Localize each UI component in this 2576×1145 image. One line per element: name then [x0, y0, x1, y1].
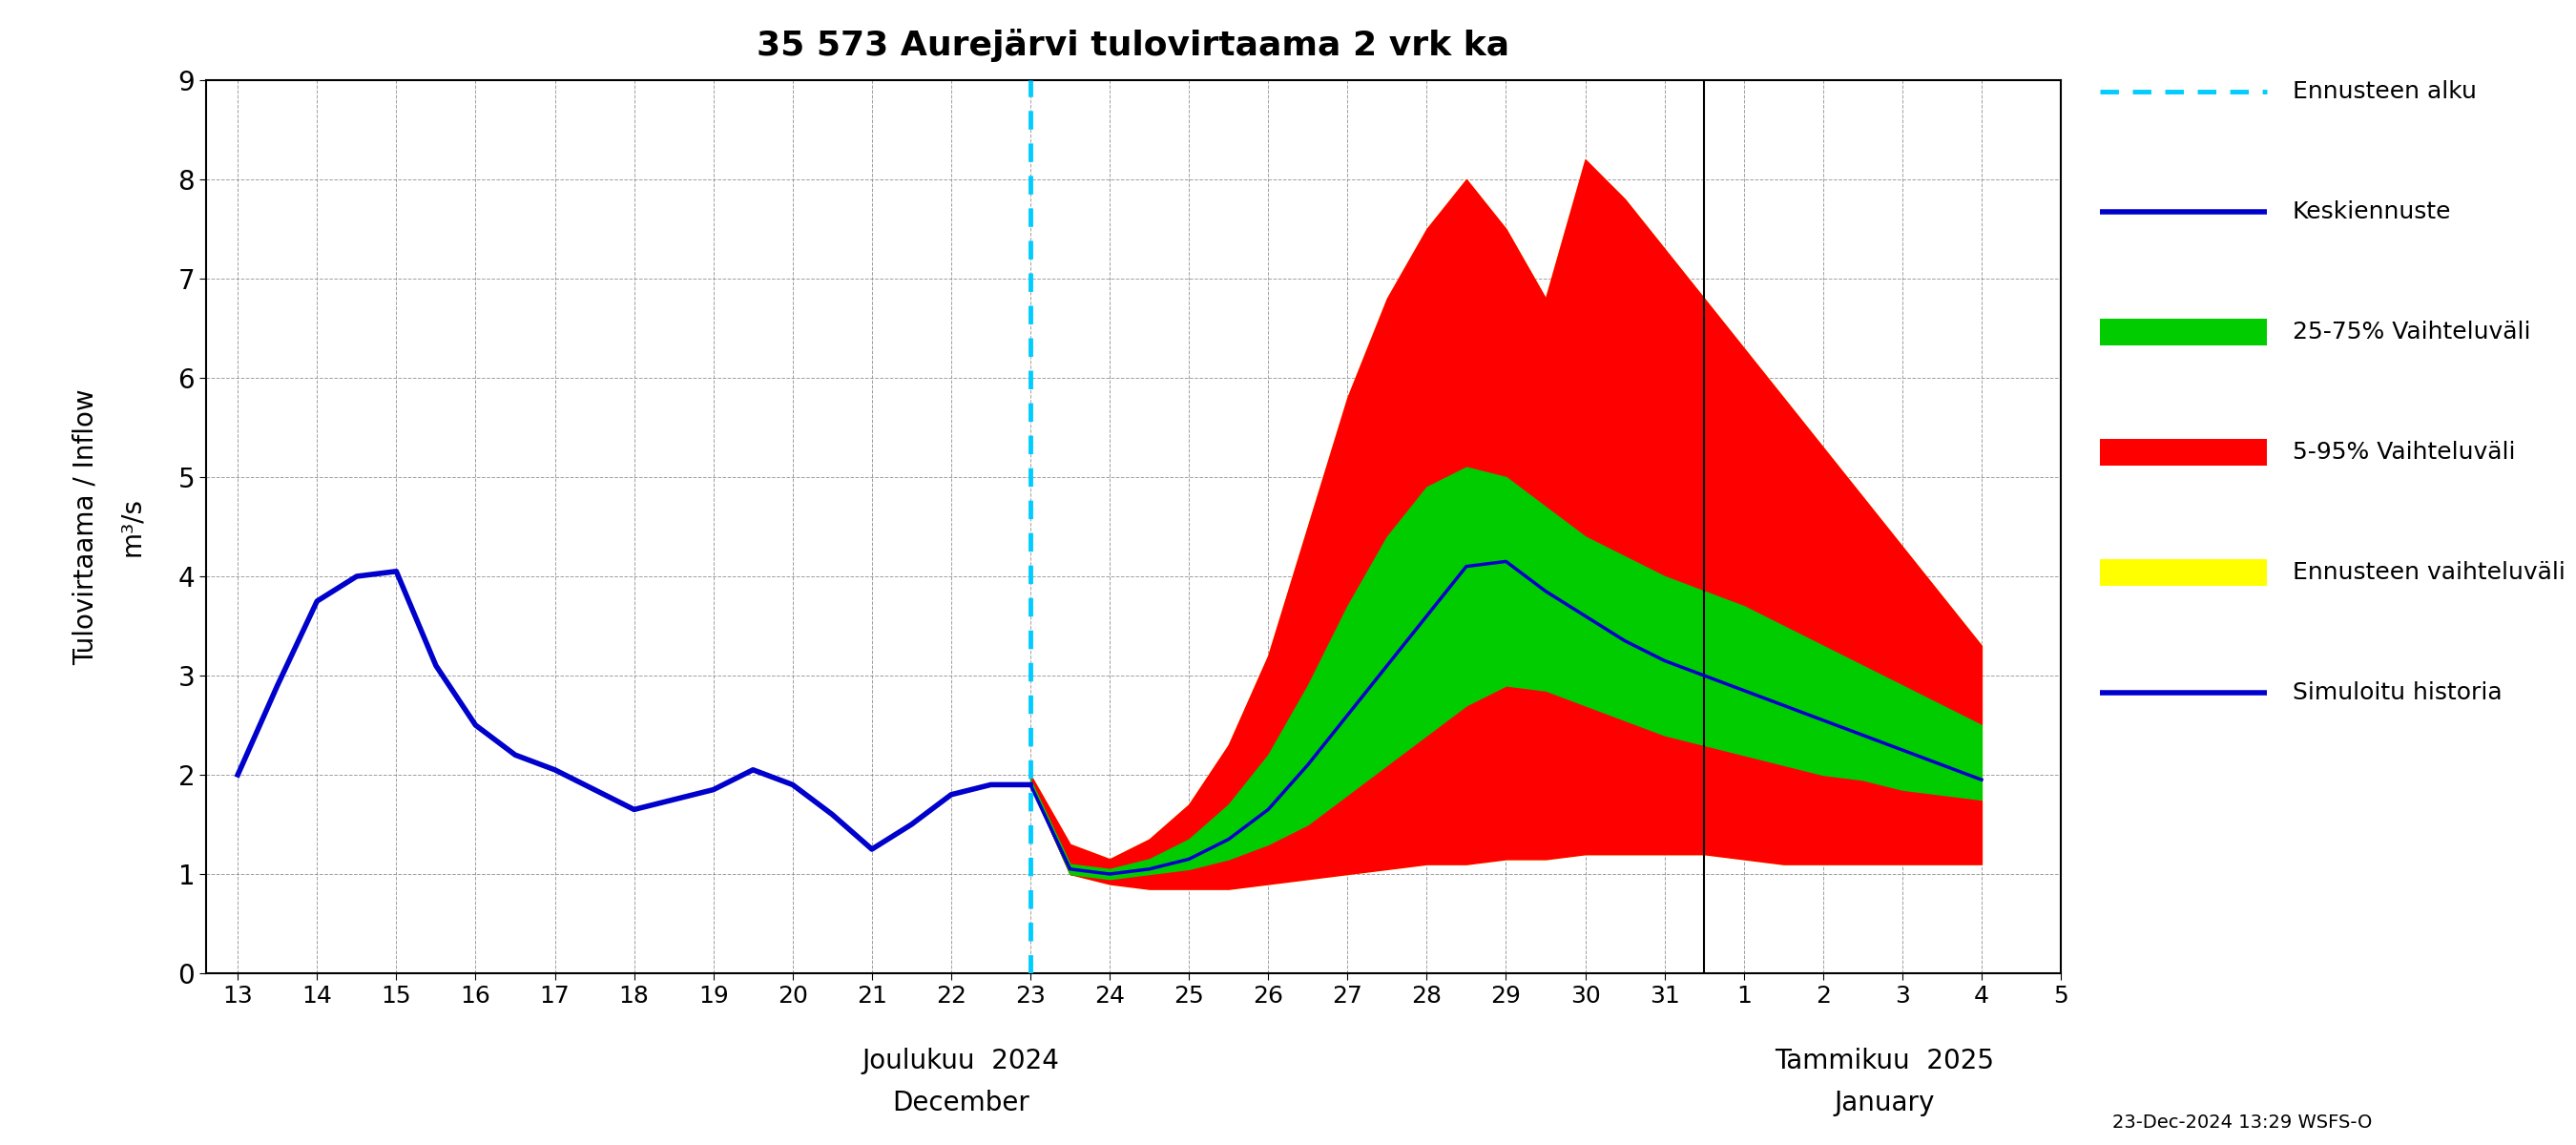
- Text: Keskiennuste: Keskiennuste: [2293, 200, 2452, 223]
- Text: Joulukuu  2024: Joulukuu 2024: [863, 1048, 1059, 1074]
- Text: Ennusteen vaihteluväli: Ennusteen vaihteluväli: [2293, 561, 2566, 584]
- Text: Tulovirtaama / Inflow: Tulovirtaama / Inflow: [72, 388, 98, 665]
- Text: Simuloitu historia: Simuloitu historia: [2293, 681, 2501, 704]
- Text: 23-Dec-2024 13:29 WSFS-O: 23-Dec-2024 13:29 WSFS-O: [2112, 1113, 2372, 1131]
- Text: 25-75% Vaihteluväli: 25-75% Vaihteluväli: [2293, 321, 2530, 344]
- Text: January: January: [1834, 1090, 1935, 1116]
- Text: Tammikuu  2025: Tammikuu 2025: [1775, 1048, 1994, 1074]
- Text: Ennusteen alku: Ennusteen alku: [2293, 80, 2476, 103]
- Text: December: December: [891, 1090, 1030, 1116]
- Text: m³/s: m³/s: [118, 497, 144, 556]
- Text: 35 573 Aurejärvi tulovirtaama 2 vrk ka: 35 573 Aurejärvi tulovirtaama 2 vrk ka: [757, 29, 1510, 62]
- Text: 5-95% Vaihteluväli: 5-95% Vaihteluväli: [2293, 441, 2514, 464]
